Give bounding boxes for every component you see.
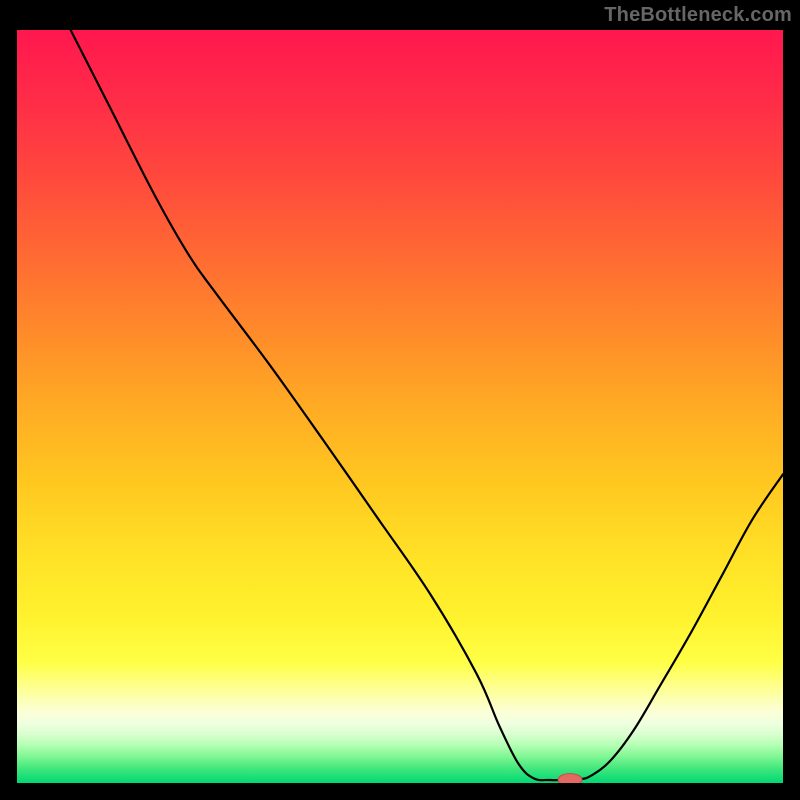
stage: TheBottleneck.com	[0, 0, 800, 800]
chart-svg	[0, 0, 800, 800]
watermark-text: TheBottleneck.com	[604, 4, 792, 27]
